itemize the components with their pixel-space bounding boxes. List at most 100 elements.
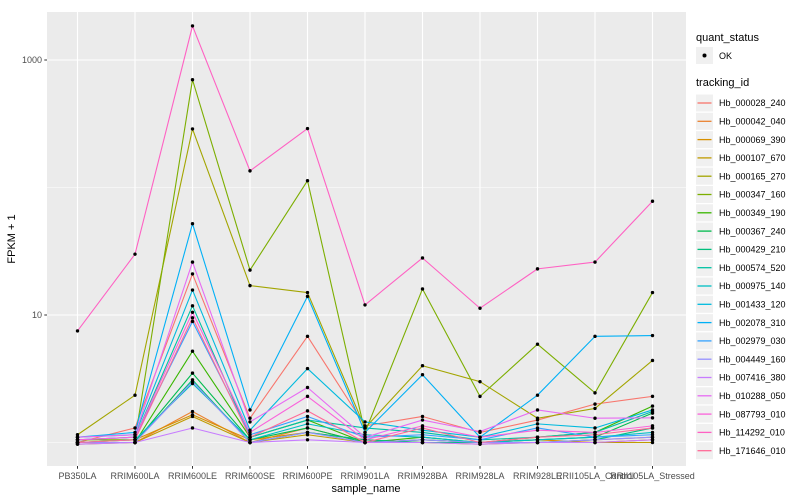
data-point: [190, 304, 195, 308]
legend-item-label: Hb_000574_520: [719, 263, 786, 273]
data-point: [305, 290, 310, 295]
x-axis-title: sample_name: [331, 483, 400, 495]
y-tick-label: 10: [32, 310, 42, 320]
data-point: [420, 256, 425, 260]
data-point: [190, 78, 195, 82]
data-point: [535, 408, 540, 412]
legend-title-quant-status: quant_status: [696, 32, 759, 44]
data-point: [363, 433, 367, 437]
x-tick-label: PB350LA: [58, 471, 96, 481]
data-point: [248, 268, 252, 272]
data-point: [593, 334, 597, 339]
data-point: [535, 440, 540, 445]
data-point: [650, 199, 655, 203]
x-tick-label: RRIM600PE: [282, 471, 332, 481]
data-point: [248, 283, 252, 288]
data-point: [190, 288, 195, 292]
data-point: [305, 422, 310, 426]
data-point: [535, 393, 540, 397]
legend-item-label: Hb_000107_670: [719, 153, 786, 163]
data-point: [190, 349, 195, 353]
data-point: [650, 440, 655, 445]
data-point: [593, 260, 597, 264]
data-point: [478, 306, 482, 310]
data-point: [420, 426, 425, 430]
legend-item-label: Hb_000028_240: [719, 98, 786, 108]
x-tick-label: RRIM600SE: [225, 471, 275, 481]
legend-item-label: Hb_000975_140: [719, 281, 786, 291]
x-tick-label: RRII105LA_Stressed: [610, 471, 695, 481]
data-point: [363, 438, 367, 442]
data-point: [305, 366, 310, 371]
data-point: [190, 127, 195, 131]
data-point: [650, 358, 655, 363]
data-point: [420, 287, 425, 291]
data-point: [535, 267, 540, 271]
data-point: [133, 426, 137, 430]
data-point: [305, 414, 310, 419]
data-point: [650, 408, 655, 412]
data-point: [478, 429, 482, 434]
data-point: [420, 414, 425, 419]
data-point: [478, 394, 482, 399]
data-point: [650, 430, 655, 435]
data-point: [650, 438, 655, 442]
data-point: [593, 416, 597, 420]
data-point: [305, 126, 310, 131]
data-point: [650, 333, 655, 338]
data-point: [478, 440, 482, 445]
x-tick-label: RRIM928LE: [513, 471, 562, 481]
data-point: [478, 435, 482, 439]
legend-item-label: Hb_002979_030: [719, 336, 786, 346]
data-point: [363, 420, 367, 424]
data-point: [190, 272, 195, 276]
data-point: [75, 438, 80, 442]
data-point: [248, 430, 252, 435]
legend-item-ok-label: OK: [719, 51, 732, 61]
data-point: [190, 316, 195, 320]
data-point: [133, 252, 137, 256]
legend-item-label: Hb_000165_270: [719, 171, 786, 181]
legend-item-label: Hb_004449_160: [719, 354, 786, 364]
x-tick-label: RRII105LA_Control: [556, 471, 634, 481]
panel-background: [47, 12, 686, 466]
data-point: [363, 303, 367, 307]
data-point: [650, 433, 655, 437]
data-point: [535, 438, 540, 442]
data-point: [248, 433, 252, 437]
data-point: [190, 319, 195, 324]
data-point: [363, 435, 367, 439]
data-point: [305, 179, 310, 183]
data-point: [363, 440, 367, 445]
data-point: [420, 373, 425, 377]
data-point: [363, 430, 367, 435]
data-point: [248, 440, 252, 445]
data-point: [420, 433, 425, 437]
data-point: [535, 435, 540, 439]
x-tick-label: RRIM928BA: [397, 471, 447, 481]
legend-item-label: Hb_087793_010: [719, 409, 786, 419]
data-point: [133, 430, 137, 435]
data-point: [133, 440, 137, 445]
x-tick-label: RRIM901LA: [340, 471, 389, 481]
data-point: [650, 426, 655, 430]
data-point: [248, 438, 252, 442]
data-point: [593, 435, 597, 439]
data-point: [535, 428, 540, 432]
data-point: [190, 24, 195, 28]
data-point: [190, 426, 195, 430]
data-point: [133, 435, 137, 439]
data-point: [593, 426, 597, 430]
legend-item-label: Hb_171646_010: [719, 446, 786, 456]
data-point: [248, 435, 252, 439]
data-point: [420, 364, 425, 368]
data-point: [650, 416, 655, 420]
data-point: [650, 435, 655, 439]
legend-item-label: Hb_000429_210: [719, 245, 786, 255]
data-point: [190, 414, 195, 419]
data-point: [305, 418, 310, 422]
data-point: [535, 422, 540, 426]
data-point: [75, 435, 80, 439]
data-point: [420, 435, 425, 439]
data-point: [133, 438, 137, 442]
